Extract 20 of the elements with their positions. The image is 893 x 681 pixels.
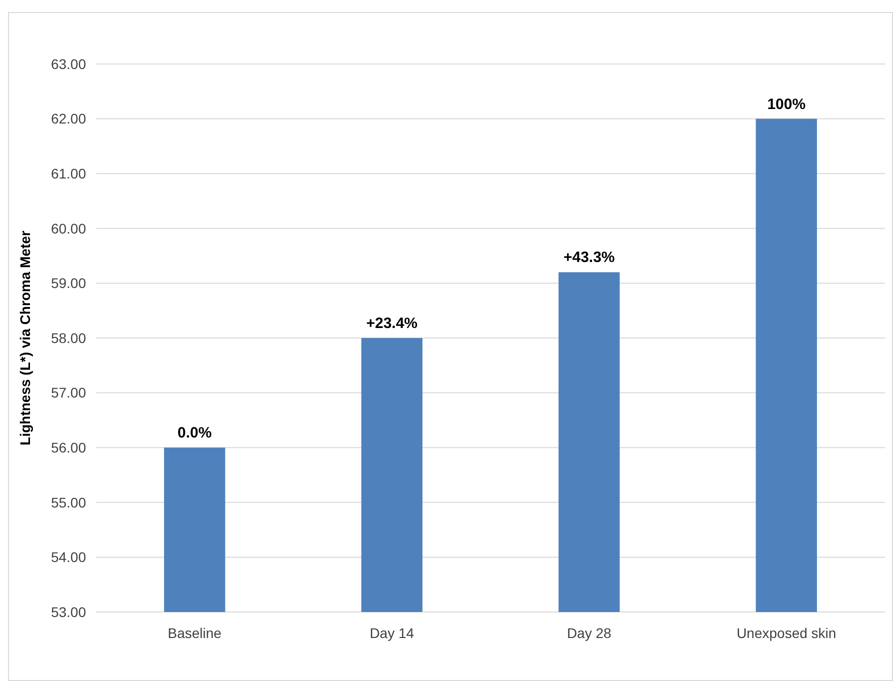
x-tick-label: Baseline (168, 625, 222, 641)
annotation: +23.4% (366, 315, 418, 332)
y-tick-label: 63.00 (50, 56, 86, 72)
y-tick-label: 56.00 (50, 440, 86, 456)
y-tick-label: 60.00 (50, 220, 86, 236)
x-tick-label: Unexposed skin (736, 625, 836, 641)
x-tick-label: Day 14 (370, 625, 414, 641)
x-tick-label: Day 28 (566, 625, 612, 641)
y-tick-label: 53.00 (50, 604, 86, 620)
y-axis-title: Lightness (L*) via Chroma Meter (17, 230, 33, 446)
y-tick-label: 62.00 (50, 110, 86, 127)
y-tick-label: 54.00 (50, 549, 86, 566)
y-tick-label: 58.00 (50, 330, 86, 346)
y-tick-label: 57.00 (50, 384, 86, 401)
y-tick-label: 59.00 (50, 275, 86, 292)
y-tick-label: 55.00 (50, 494, 86, 510)
annotation: +43.3% (563, 249, 615, 266)
annotation: 100% (767, 96, 806, 113)
annotation: 0.0% (178, 424, 212, 442)
y-tick-label: 61.00 (50, 166, 86, 182)
